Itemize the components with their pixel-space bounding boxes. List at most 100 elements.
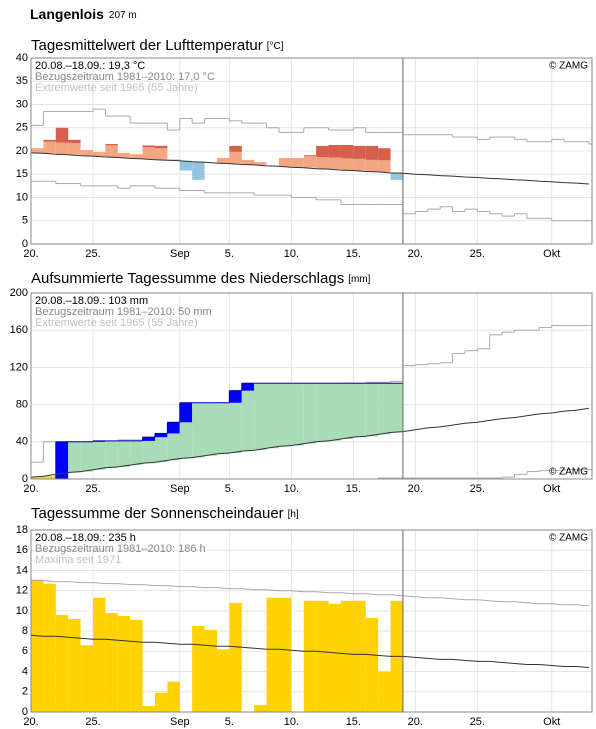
x-tick-label: 25. bbox=[470, 483, 485, 495]
x-tick-label: 20. bbox=[23, 248, 38, 260]
x-tick-label: Sep bbox=[170, 483, 190, 495]
anomaly-bar bbox=[68, 143, 81, 155]
bar bbox=[43, 583, 56, 712]
normal-line bbox=[30, 152, 589, 185]
annotation: Bezugszeitraum 1981–2010: 17,0 °C bbox=[35, 71, 215, 83]
anomaly-bar bbox=[353, 158, 366, 171]
anomaly-bar-strong bbox=[340, 144, 354, 159]
anomaly-bar bbox=[154, 148, 168, 160]
x-tick-label: Okt bbox=[543, 716, 560, 728]
title-text: Aufsummierte Tagessumme des Niederschlag… bbox=[31, 270, 344, 287]
deviation-area bbox=[278, 383, 292, 447]
normal-line bbox=[30, 407, 589, 478]
bar bbox=[154, 692, 168, 712]
source: © ZAMG bbox=[549, 467, 588, 478]
x-tick-label: 20. bbox=[408, 716, 423, 728]
y-tick-label: 35 bbox=[16, 75, 28, 87]
anomaly-bar bbox=[192, 161, 205, 180]
anomaly-bar bbox=[241, 159, 255, 165]
anomaly-bar-strong bbox=[303, 155, 317, 157]
y-tick-label: 80 bbox=[16, 399, 28, 411]
x-tick-label: 20. bbox=[408, 248, 423, 260]
title-unit: [°C] bbox=[267, 41, 284, 52]
x-tick-label: 15. bbox=[346, 248, 361, 260]
y-tick-label: 12 bbox=[16, 585, 28, 597]
deviation-area bbox=[266, 383, 279, 449]
daily-increment bbox=[179, 402, 193, 423]
y-tick-label: 16 bbox=[16, 544, 28, 556]
daily-increment bbox=[229, 390, 242, 403]
anomaly-bar-strong bbox=[154, 145, 168, 149]
deviation-area bbox=[154, 433, 168, 463]
deviation-area bbox=[291, 383, 304, 446]
anomaly-bar-strong bbox=[378, 148, 391, 161]
title-unit: [mm] bbox=[348, 274, 370, 285]
deviation-area bbox=[68, 441, 81, 473]
daily-increment bbox=[167, 422, 180, 434]
station-elevation: 207 m bbox=[109, 10, 137, 21]
x-tick-label: Sep bbox=[170, 716, 190, 728]
bar bbox=[278, 597, 292, 712]
annotation: Maxima seit 1971 bbox=[35, 554, 121, 566]
deviation-area bbox=[105, 440, 118, 468]
anomaly-bar bbox=[80, 150, 93, 156]
annotation: Extremwerte seit 1965 (55 Jahre) bbox=[35, 317, 198, 329]
deviation-area bbox=[216, 402, 230, 454]
x-tick-label: 25. bbox=[85, 716, 100, 728]
bar bbox=[204, 630, 217, 712]
normal-line bbox=[30, 634, 589, 668]
anomaly-bar bbox=[254, 162, 267, 165]
x-tick-label: 5. bbox=[225, 716, 234, 728]
deviation-area bbox=[241, 383, 255, 452]
bar bbox=[117, 615, 131, 712]
bar bbox=[353, 600, 366, 712]
x-tick-label: 20. bbox=[23, 483, 38, 495]
anomaly-bar-strong bbox=[68, 139, 81, 144]
x-tick-label: Sep bbox=[170, 248, 190, 260]
plot-border bbox=[30, 57, 593, 245]
x-tick-label: 20. bbox=[23, 716, 38, 728]
chart-title: Tagessumme der Sonnenscheindauer [h] bbox=[31, 505, 299, 522]
deviation-area bbox=[43, 476, 56, 479]
plot-border bbox=[30, 529, 593, 713]
deviation-area bbox=[353, 383, 366, 438]
bar bbox=[365, 617, 379, 712]
deviation-area bbox=[31, 477, 44, 479]
deviation-area bbox=[254, 383, 267, 451]
anomaly-bar bbox=[278, 157, 292, 167]
bar bbox=[316, 600, 329, 712]
y-tick-label: 20 bbox=[16, 145, 28, 157]
bar bbox=[216, 649, 230, 712]
bar bbox=[31, 579, 44, 712]
y-tick-label: 25 bbox=[16, 122, 28, 134]
plot-border bbox=[30, 292, 593, 480]
y-tick-label: 200 bbox=[10, 287, 28, 299]
daily-increment bbox=[55, 441, 69, 479]
anomaly-bar-strong bbox=[353, 145, 366, 159]
bar bbox=[378, 671, 391, 712]
annotation: 20.08.–18.09.: 19,3 °C bbox=[35, 60, 145, 72]
station-header: Langenlois 207 m bbox=[30, 6, 137, 22]
deviation-area bbox=[303, 383, 317, 444]
bar bbox=[105, 612, 118, 712]
y-tick-label: 0 bbox=[22, 238, 28, 250]
deviation-area bbox=[117, 440, 131, 467]
bar bbox=[80, 645, 93, 712]
anomaly-bar bbox=[179, 160, 193, 171]
deviation-area bbox=[229, 390, 242, 453]
deviation-area bbox=[378, 383, 391, 435]
maxima-line bbox=[31, 580, 589, 607]
anomaly-bar bbox=[216, 157, 230, 164]
annotation: 20.08.–18.09.: 103 mm bbox=[35, 295, 148, 307]
y-tick-label: 120 bbox=[10, 361, 28, 373]
anomaly-bar-strong bbox=[55, 127, 69, 143]
anomaly-bar bbox=[167, 159, 180, 161]
anomaly-bar-strong bbox=[229, 145, 242, 152]
anomaly-bar-strong bbox=[316, 145, 329, 158]
anomaly-bar bbox=[31, 148, 44, 153]
y-tick-label: 5 bbox=[22, 215, 28, 227]
x-tick-label: 20. bbox=[408, 483, 423, 495]
anomaly-bar-strong bbox=[43, 139, 56, 142]
deviation-area bbox=[328, 383, 341, 441]
